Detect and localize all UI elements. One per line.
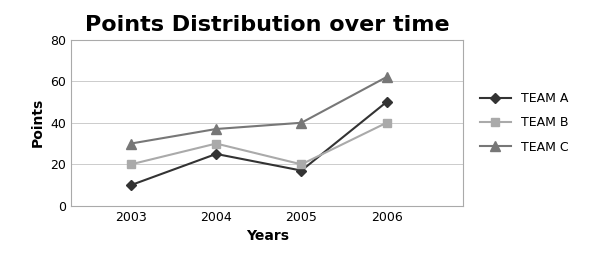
TEAM A (213, 152, 220, 155)
TEAM B (383, 121, 390, 124)
Legend: TEAM A, TEAM B, TEAM C: TEAM A, TEAM B, TEAM C (473, 86, 575, 160)
Line: TEAM C: TEAM C (126, 72, 391, 148)
TEAM B (127, 163, 134, 166)
TEAM B (298, 163, 305, 166)
TEAM C (298, 121, 305, 124)
TEAM A (383, 100, 390, 103)
Y-axis label: Points: Points (31, 98, 45, 147)
TEAM C (127, 142, 134, 145)
TEAM A (127, 183, 134, 187)
TEAM B (213, 142, 220, 145)
X-axis label: Years: Years (246, 229, 289, 243)
TEAM A (298, 169, 305, 172)
Title: Points Distribution over time: Points Distribution over time (85, 15, 450, 35)
TEAM C (383, 76, 390, 79)
TEAM C (213, 128, 220, 131)
Line: TEAM B: TEAM B (127, 119, 391, 168)
Line: TEAM A: TEAM A (128, 98, 390, 188)
